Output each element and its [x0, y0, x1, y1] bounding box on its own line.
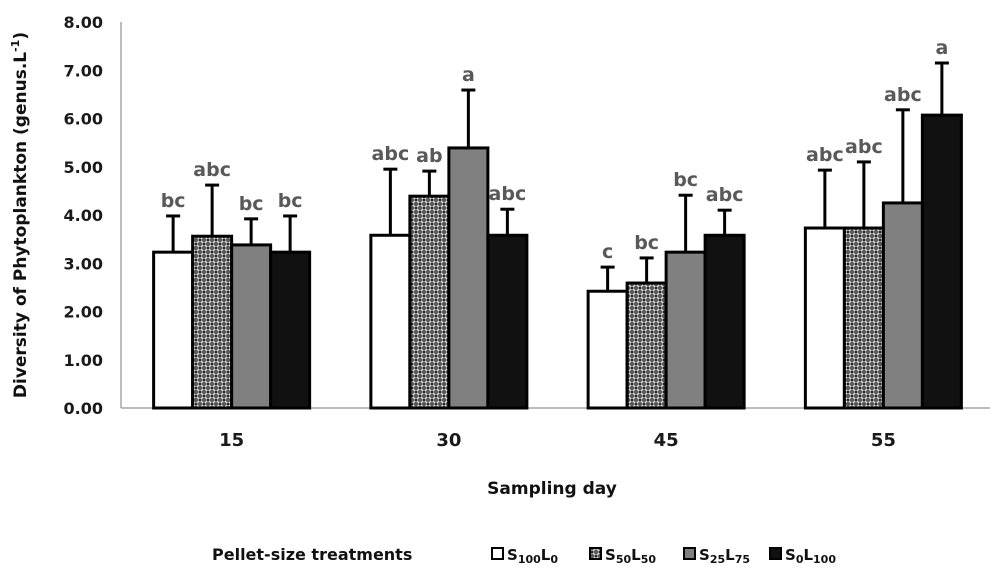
- significance-label: abc: [372, 143, 410, 165]
- svg-text:Diversity of Phytoplankton (ge: Diversity of Phytoplankton (genus.L-1): [9, 32, 31, 398]
- legend-swatch-S25L75: [683, 547, 696, 560]
- significance-label: abc: [884, 84, 922, 106]
- x-tick-label: 45: [654, 430, 679, 451]
- y-axis-title-text: Diversity of Phytoplankton (genus.L: [11, 52, 31, 398]
- y-tick-label: 7.00: [64, 61, 103, 80]
- y-tick-label: 4.00: [64, 206, 103, 225]
- bar-S50L50-day-55: [842, 226, 885, 410]
- bar-S0L100-day-15: [269, 250, 312, 410]
- significance-label: abc: [806, 144, 844, 166]
- bar-S25L75-day-45: [664, 250, 707, 410]
- x-tick-label: 55: [871, 430, 896, 451]
- legend-swatch-S50L50: [589, 547, 602, 560]
- bar-S25L75-day-15: [230, 243, 273, 410]
- bar-S0L100-day-30: [486, 233, 529, 410]
- bar-S50L50-day-30: [408, 194, 451, 410]
- significance-label: bc: [278, 190, 303, 212]
- legend-label-S50L50: S50L50: [605, 546, 656, 566]
- bar-S100L0-day-55: [803, 226, 846, 410]
- bar-S0L100-day-55: [920, 113, 963, 410]
- significance-label: a: [462, 64, 475, 86]
- significance-label: abc: [845, 136, 883, 158]
- significance-label: ab: [416, 145, 442, 167]
- x-axis-ticks: 15 30 45 55: [219, 430, 896, 451]
- y-axis-title-superscript: -1: [9, 40, 22, 52]
- bar-S0L100-day-45: [703, 233, 746, 410]
- legend-label-S100L0: S100L0: [507, 546, 558, 566]
- significance-label: bc: [634, 232, 659, 254]
- bar-S50L50-day-15: [191, 234, 234, 410]
- legend-label-S25L75: S25L75: [699, 546, 750, 566]
- bar-S100L0-day-45: [586, 289, 629, 410]
- y-tick-label: 5.00: [64, 158, 103, 177]
- significance-label: bc: [239, 193, 264, 215]
- x-tick-label: 30: [436, 430, 461, 451]
- legend: Pellet-size treatments S100L0 S50L50 S25L7…: [212, 545, 836, 566]
- significance-label: c: [602, 241, 613, 263]
- y-tick-label: 3.00: [64, 254, 103, 273]
- significance-label: abc: [489, 183, 527, 205]
- significance-label: a: [935, 37, 948, 59]
- y-tick-label: 1.00: [64, 351, 103, 370]
- legend-swatch-S100L0: [491, 547, 504, 560]
- y-axis-ticks: 0.00 1.00 2.00 3.00 4.00 5.00 6.00 7.00 8.00: [64, 13, 103, 418]
- legend-title: Pellet-size treatments: [212, 545, 412, 564]
- x-tick-label: 15: [219, 430, 244, 451]
- bar-S100L0-day-15: [152, 250, 195, 410]
- significance-label: bc: [161, 190, 186, 212]
- y-tick-label: 8.00: [64, 13, 103, 32]
- y-axis-title: Diversity of Phytoplankton (genus.L-1): [9, 32, 31, 398]
- bar-S100L0-day-30: [369, 233, 412, 410]
- significance-label: bc: [673, 169, 698, 191]
- y-tick-label: 6.00: [64, 110, 103, 129]
- legend-label-S0L100: S0L100: [785, 546, 836, 566]
- y-tick-label: 2.00: [64, 303, 103, 322]
- y-axis-title-suffix: ): [11, 32, 31, 40]
- x-axis-title: Sampling day: [487, 479, 617, 499]
- bar-S25L75-day-55: [881, 201, 924, 410]
- y-tick-label: 0.00: [64, 399, 103, 418]
- bar-S50L50-day-45: [625, 281, 668, 410]
- significance-label: abc: [193, 159, 231, 181]
- significance-label: abc: [706, 184, 744, 206]
- legend-swatch-S0L100: [769, 547, 782, 560]
- bar-S25L75-day-30: [447, 146, 490, 410]
